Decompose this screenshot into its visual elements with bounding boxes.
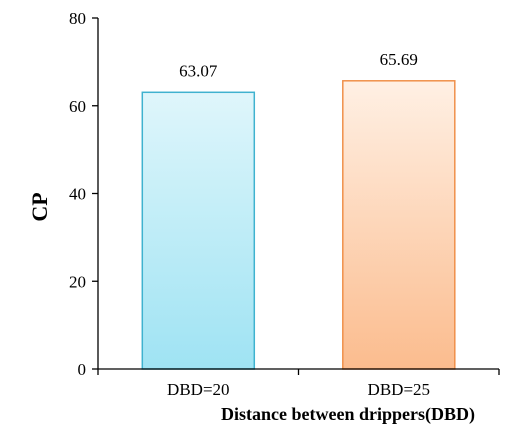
bar-dbd-25: [342, 80, 456, 370]
y-tick-label: 20: [69, 272, 86, 291]
data-labels-group: 63.07 65.69: [179, 50, 418, 81]
axes-group: DBD=20 DBD=25 0 20 40 60 80: [69, 9, 500, 399]
y-axis-title: CP: [27, 192, 52, 221]
x-tick-label: DBD=25: [368, 380, 430, 399]
data-label: 63.07: [179, 61, 218, 80]
y-tick-label: 0: [78, 360, 87, 379]
y-tick-label: 80: [69, 9, 86, 28]
x-axis-title: Distance between drippers(DBD): [221, 404, 475, 425]
bars-group: [141, 80, 456, 370]
y-tick-label: 60: [69, 97, 86, 116]
data-label: 65.69: [380, 50, 418, 69]
y-tick-label: 40: [69, 185, 86, 204]
bar-dbd-20: [141, 91, 256, 370]
x-tick-label: DBD=20: [167, 380, 229, 399]
